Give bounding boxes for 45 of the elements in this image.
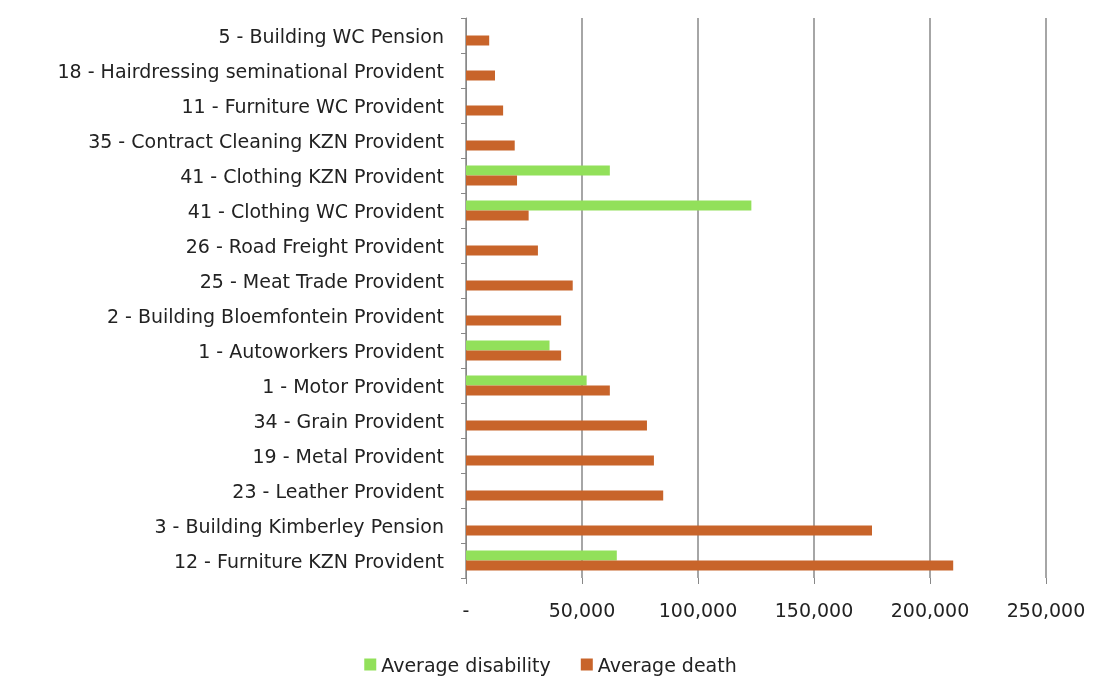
y-tick-label: 25 - Meat Trade Provident [199,269,444,292]
y-tick-label: 12 - Furniture KZN Provident [173,549,444,572]
y-tick-label: 18 - Hairdressing seminational Provident [57,59,444,82]
y-tick-label: 5 - Building WC Pension [218,24,444,47]
bar [466,455,654,466]
bar [466,350,562,361]
y-tick-label: 1 - Autoworkers Provident [198,339,444,362]
bar [466,35,490,46]
x-tick-label: 250,000 [1006,598,1086,621]
legend-label: Average death [597,653,737,676]
y-tick-label: 3 - Building Kimberley Pension [154,514,444,537]
bar [466,560,954,571]
bar [466,315,562,326]
x-tick-label: 100,000 [658,598,738,621]
bar [466,245,538,256]
y-tick-label: 35 - Contract Cleaning KZN Provident [88,129,444,152]
bar [466,385,610,396]
bar [466,280,573,291]
x-tick-label: 150,000 [774,598,854,621]
x-tick-label: - [462,598,470,621]
y-tick-label: 1 - Motor Provident [262,374,444,397]
bar [466,70,495,81]
bar [466,490,664,501]
bar [466,175,518,186]
y-tick-label: 41 - Clothing KZN Provident [180,164,444,187]
y-tick-label: 34 - Grain Provident [253,409,444,432]
bar [466,550,617,561]
bar [466,105,504,116]
bar [466,375,587,386]
y-tick-label: 41 - Clothing WC Provident [187,199,444,222]
bar [466,420,647,431]
x-tick-label: 200,000 [890,598,970,621]
y-tick-label: 19 - Metal Provident [252,444,444,467]
bar [466,165,610,176]
bar [466,140,515,151]
bar [466,340,550,351]
bar [466,525,872,536]
legend-label: Average disability [381,653,551,676]
y-tick-label: 23 - Leather Provident [232,479,444,502]
y-tick-label: 2 - Building Bloemfontein Provident [106,304,444,327]
y-tick-label: 11 - Furniture WC Provident [181,94,444,117]
y-tick-label: 26 - Road Freight Provident [185,234,444,257]
bar [466,200,752,211]
x-tick-label: 50,000 [548,598,616,621]
bar [466,210,529,221]
